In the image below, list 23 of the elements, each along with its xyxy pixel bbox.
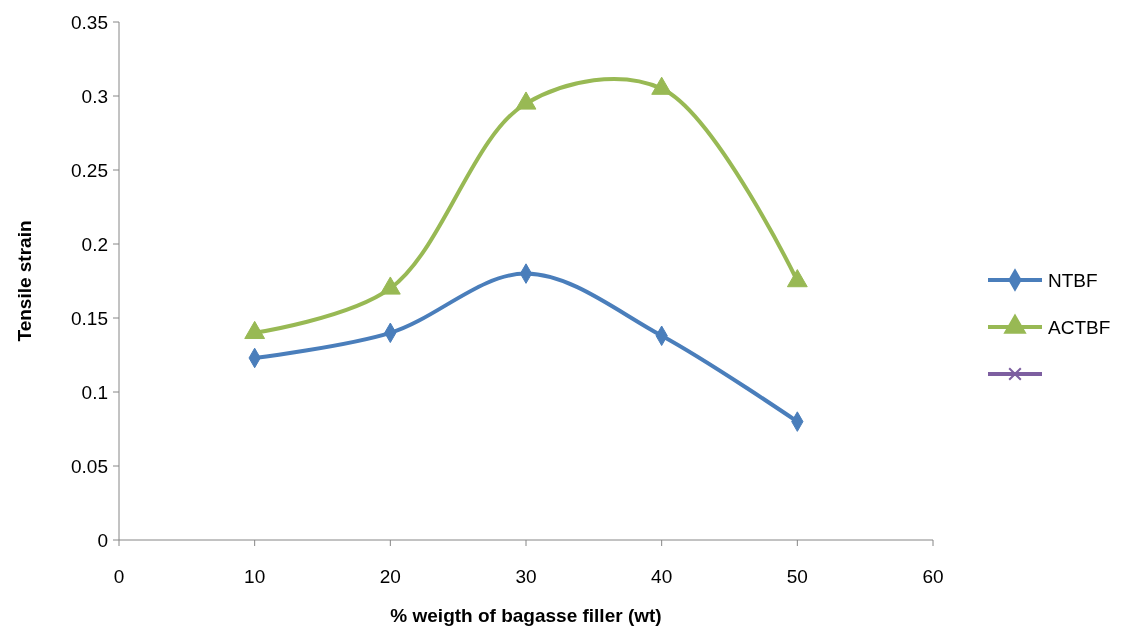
- x-tick-label: 50: [786, 566, 808, 587]
- y-tick-label: 0: [97, 530, 108, 551]
- y-tick-label: 0.1: [81, 382, 108, 403]
- x-tick-label: 30: [515, 566, 537, 587]
- y-tick-label: 0.2: [81, 234, 108, 255]
- x-tick-label: 20: [379, 566, 401, 587]
- x-tick-label: 10: [244, 566, 266, 587]
- y-tick-label: 0.3: [81, 86, 108, 107]
- x-tick-label: 60: [922, 566, 944, 587]
- y-tick-label: 0.35: [71, 12, 108, 33]
- y-axis-title: Tensile strain: [14, 220, 35, 342]
- point: [651, 76, 673, 95]
- y-tick-label: 0.05: [71, 456, 108, 477]
- y-tick-label: 0.15: [71, 308, 108, 329]
- x-axis-title: % weigth of bagasse filler (wt): [390, 605, 662, 626]
- point: [786, 269, 808, 288]
- x-tick-label: 40: [651, 566, 673, 587]
- x-tick-label: 0: [113, 566, 125, 587]
- point: [515, 91, 537, 110]
- point: [379, 276, 401, 295]
- legend-label: NTBF: [1048, 270, 1098, 291]
- legend-label: ACTBF: [1048, 317, 1111, 338]
- y-tick-label: 0.25: [71, 160, 108, 181]
